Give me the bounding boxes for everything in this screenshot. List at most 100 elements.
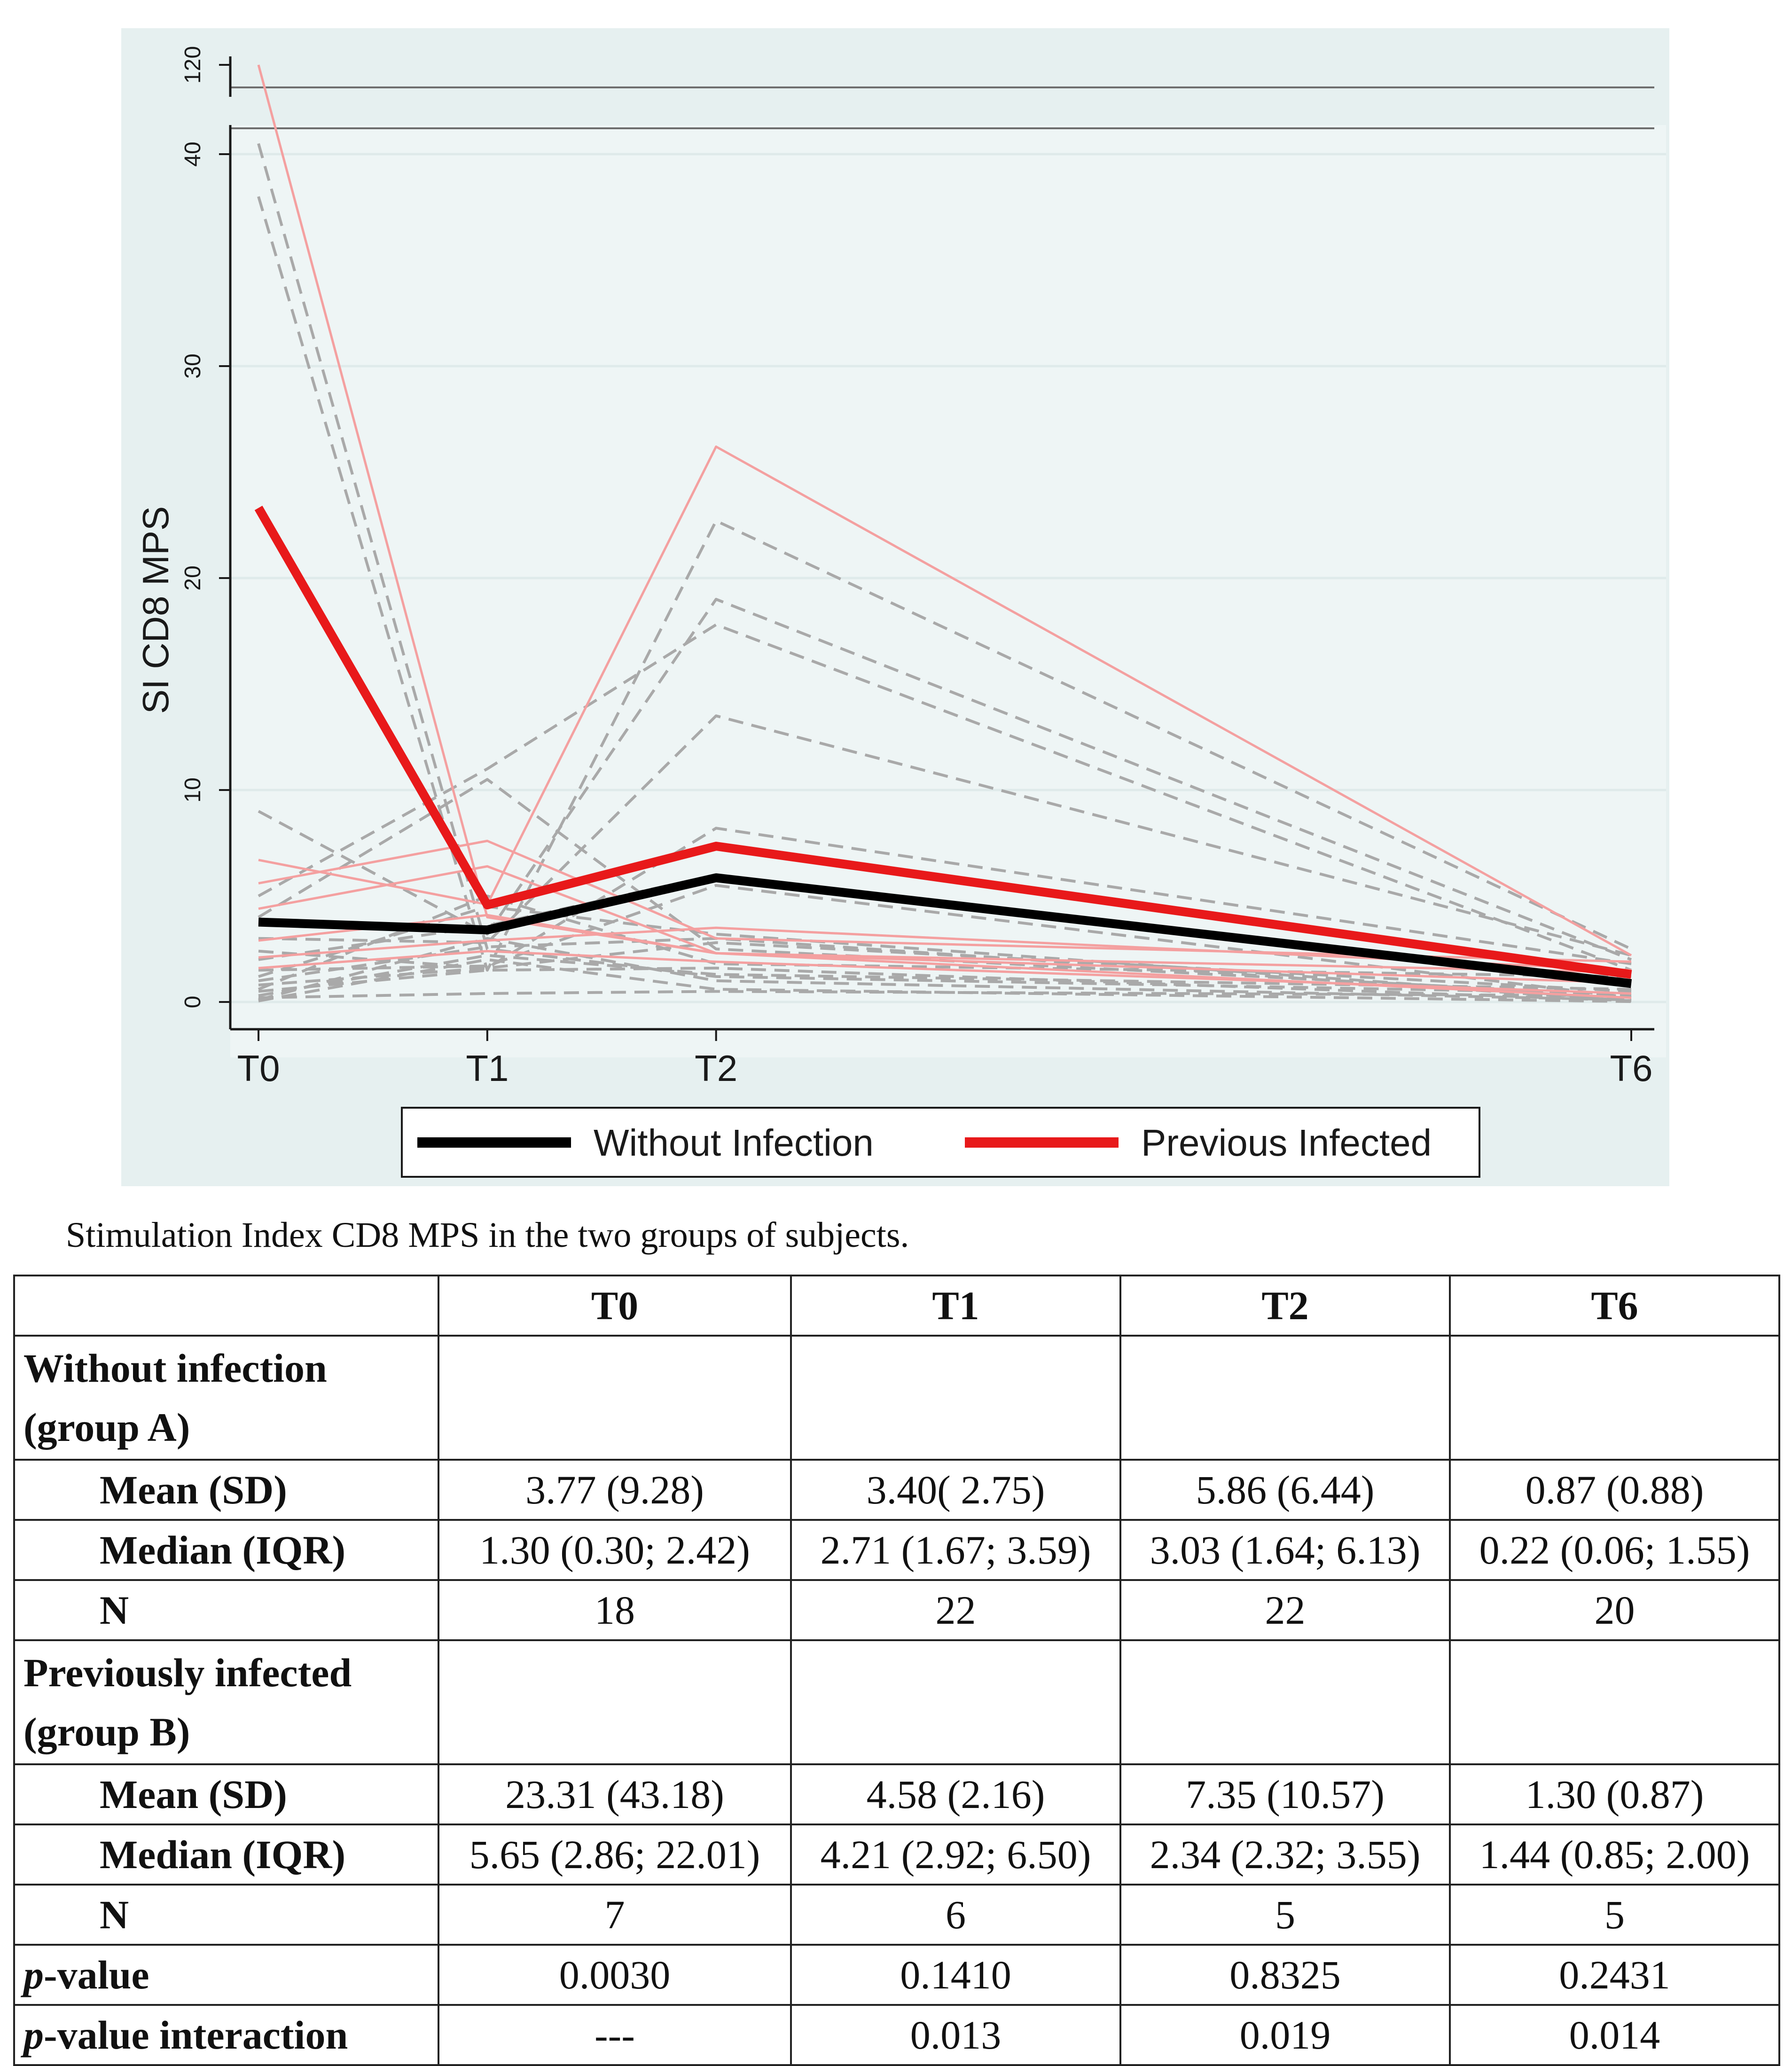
table-cell: 18 [438, 1579, 792, 1641]
y-tick-label: 120 [180, 46, 205, 84]
table-cell: 5 [1449, 1884, 1780, 1946]
figure-caption: Stimulation Index CD8 MPS in the two gro… [66, 1215, 909, 1255]
row-label-n: N [13, 1884, 439, 1946]
individual-line-without-infection [257, 196, 1632, 972]
group-a-label: Without infection (group A) [13, 1335, 439, 1461]
y-tick-label: 40 [180, 141, 205, 166]
p-suffix: -value [44, 1952, 149, 1997]
table-cell: 2.71 (1.67; 3.59) [790, 1519, 1121, 1581]
header-cell: T1 [790, 1275, 1121, 1337]
group-b-label: Previously infected (group B) [13, 1639, 439, 1765]
individual-line-without-infection [258, 598, 1632, 961]
table-cell: 2.34 (2.32; 3.55) [1119, 1823, 1451, 1886]
table-cell: 0.0030 [438, 1944, 792, 2006]
p-symbol: p [23, 1952, 44, 1997]
table-cell: 3.77 (9.28) [438, 1459, 792, 1521]
table-cell: 0.1410 [790, 1944, 1121, 2006]
p-symbol: p [23, 2012, 44, 2058]
table-row: Mean (SD) 3.77 (9.28) 3.40( 2.75) 5.86 (… [13, 1459, 1780, 1521]
table-cell: 7 [438, 1884, 792, 1946]
table-cell: 0.019 [1119, 2004, 1451, 2066]
table-cell: 1.30 (0.30; 2.42) [438, 1519, 792, 1581]
individual-line-without-infection [258, 958, 1632, 1003]
individual-line-without-infection [258, 966, 1632, 1002]
table-cell: 23.31 (43.18) [438, 1763, 792, 1825]
individual-line-previous-infected [258, 865, 1632, 974]
table-row: p-value interaction --- 0.013 0.019 0.01… [13, 2004, 1780, 2066]
table-cell: 1.44 (0.85; 2.00) [1449, 1823, 1780, 1886]
y-axis-label: SI CD8 MPS [135, 506, 176, 714]
table-cell: 3.03 (1.64; 6.13) [1119, 1519, 1451, 1581]
table-cell: 20 [1449, 1579, 1780, 1641]
x-tick-label: T2 [695, 1048, 737, 1089]
row-label-median: Median (IQR) [13, 1823, 439, 1886]
table-cell: 1.30 (0.87) [1449, 1763, 1780, 1825]
y-tick-label: 0 [180, 996, 205, 1009]
p-interaction-suffix: -value interaction [44, 2012, 348, 2058]
group-b-row: Previously infected (group B) [13, 1639, 1780, 1765]
table-row: Median (IQR) 1.30 (0.30; 2.42) 2.71 (1.6… [13, 1519, 1780, 1581]
table-cell: 22 [1119, 1579, 1451, 1641]
header-cell: T6 [1449, 1275, 1780, 1337]
individual-line-previous-infected [258, 950, 1632, 995]
plot-area [230, 125, 1666, 1057]
table-cell: 0.87 (0.88) [1449, 1459, 1780, 1521]
table-row: p-value 0.0030 0.1410 0.8325 0.2431 [13, 1944, 1780, 2006]
individual-line-without-infection [258, 827, 1632, 970]
table-cell: 4.58 (2.16) [790, 1763, 1121, 1825]
x-tick-label: T6 [1610, 1048, 1652, 1089]
table-cell: 0.8325 [1119, 1944, 1451, 2006]
row-label-n: N [13, 1579, 439, 1641]
individual-line-without-infection [258, 954, 1632, 997]
individual-line-without-infection [258, 937, 1632, 1002]
row-label-median: Median (IQR) [13, 1519, 439, 1581]
row-label-p-value: p-value [13, 1944, 439, 2006]
header-cell: T0 [438, 1275, 792, 1337]
table-cell: 0.014 [1449, 2004, 1780, 2066]
chart-panel: 120 0 10 20 30 40 T0 T1 T2 T6 SI CD8 MPS Without… [121, 28, 1669, 1186]
table-cell: --- [438, 2004, 792, 2066]
legend-label-previous-infected: Previous Infected [1141, 1122, 1432, 1164]
y-tick-label: 20 [180, 565, 205, 590]
table-row: Median (IQR) 5.65 (2.86; 22.01) 4.21 (2.… [13, 1823, 1780, 1886]
row-label-mean: Mean (SD) [13, 1459, 439, 1521]
table-cell: 22 [790, 1579, 1121, 1641]
row-label-mean: Mean (SD) [13, 1763, 439, 1825]
table-header-row: T0 T1 T2 T6 [13, 1275, 1780, 1337]
y-tick-label: 10 [180, 777, 205, 802]
individual-line-without-infection [258, 778, 1632, 997]
series-line-previous-infected [254, 505, 1632, 979]
individual-line-without-infection [258, 714, 1632, 957]
group-a-row: Without infection (group A) [13, 1335, 1780, 1461]
legend-box [401, 1107, 1480, 1178]
legend: Without Infection Previous Infected [401, 1107, 1480, 1178]
y-tick-label: 30 [180, 353, 205, 378]
individual-line-without-infection [257, 143, 1632, 995]
table-row: N 7 6 5 5 [13, 1884, 1780, 1946]
table-cell: 5.65 (2.86; 22.01) [438, 1823, 792, 1886]
row-label-p-interaction: p-value interaction [13, 2004, 439, 2066]
individual-line-previous-infected [258, 926, 1632, 971]
x-tick-label: T1 [466, 1048, 509, 1089]
table-cell: 5 [1119, 1884, 1451, 1946]
individual-line-without-infection [258, 623, 1632, 972]
individual-line-previous-infected [258, 445, 1632, 956]
table-cell: 3.40( 2.75) [790, 1459, 1121, 1521]
header-cell [13, 1275, 439, 1337]
table-cell: 5.86 (6.44) [1119, 1459, 1451, 1521]
table-row: N 18 22 22 20 [13, 1579, 1780, 1641]
legend-label-without-infection: Without Infection [594, 1122, 874, 1164]
table-row: Mean (SD) 23.31 (43.18) 4.58 (2.16) 7.35… [13, 1763, 1780, 1825]
header-cell: T2 [1119, 1275, 1451, 1337]
series-line-without-infection [258, 873, 1632, 988]
table-cell: 7.35 (10.57) [1119, 1763, 1451, 1825]
individual-line-without-infection [258, 894, 1632, 991]
table-cell: 0.2431 [1449, 1944, 1780, 2006]
individual-line-without-infection [258, 990, 1632, 999]
table-cell: 4.21 (2.92; 6.50) [790, 1823, 1121, 1886]
table-cell: 0.013 [790, 2004, 1121, 2066]
line-chart: 120 0 10 20 30 40 T0 T1 T2 T6 SI CD8 MPS Without… [135, 46, 1666, 1178]
table-cell: 6 [790, 1884, 1121, 1946]
stats-table: T0 T1 T2 T6 Without infection (group A) … [13, 1275, 1780, 2066]
table-cell: 0.22 (0.06; 1.55) [1449, 1519, 1780, 1581]
